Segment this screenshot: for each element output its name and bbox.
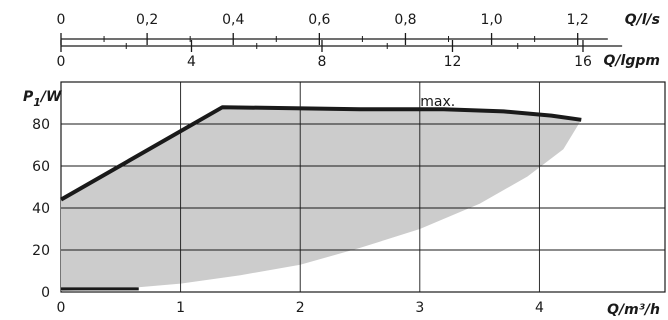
- y-tick-label: 60: [32, 159, 50, 175]
- top-axis-igpm: 0 4 8 12 16: [57, 40, 623, 70]
- top-axis-l-per-s-label: Q/l/s: [625, 12, 660, 28]
- top-axis-igpm-tick-label: 4: [187, 54, 196, 70]
- max-curve-label: max.: [420, 94, 455, 110]
- top-axis-l-per-s-tick-label: 0: [57, 12, 66, 28]
- gridlines: [61, 82, 665, 292]
- x-axis-label: Q/m³/h: [607, 302, 660, 318]
- top-axis-l-per-s: 0 0,2 0,4 0,6 0,8 1,0 1,2: [57, 12, 608, 45]
- y-axis-label-main: P: [23, 89, 34, 105]
- annotations: max.: [420, 94, 455, 110]
- top-axis-igpm-tick-label: 12: [444, 54, 462, 70]
- y-tick-label: 80: [32, 117, 50, 133]
- x-tick-label: 4: [535, 300, 544, 316]
- top-axis-l-per-s-tick-label: 1,0: [480, 12, 502, 28]
- top-axis-l-per-s-tick-label: 0,8: [394, 12, 416, 28]
- operating-area: [61, 107, 582, 291]
- y-axis-label: P1/W: [23, 89, 62, 109]
- top-axis-l-per-s-tick-label: 0,2: [136, 12, 158, 28]
- series-line-max: [60, 105, 582, 202]
- top-axis-l-per-s-tick-label: 0,6: [308, 12, 330, 28]
- top-axis-igpm-label: Q/lgpm: [604, 53, 660, 69]
- top-axis-l-per-s-tick-label: 0,4: [222, 12, 244, 28]
- plot-frame: [60, 81, 666, 293]
- x-tick-label: 1: [176, 300, 185, 316]
- x-tick-label: 0: [57, 300, 66, 316]
- y-tick-label: 20: [32, 243, 50, 259]
- x-tick-label: 2: [296, 300, 305, 316]
- y-axis-label-sub: 1: [33, 96, 41, 109]
- top-axis-igpm-tick-label: 8: [318, 54, 327, 70]
- top-axis-l-per-s-tick-label: 1,2: [567, 12, 589, 28]
- x-axis-ticks: 0 1 2 3 4: [57, 300, 544, 316]
- x-tick-label: 3: [415, 300, 424, 316]
- y-axis-ticks: 0 20 40 60 80: [32, 117, 50, 301]
- y-axis-label-unit: /W: [39, 89, 62, 105]
- top-axis-igpm-tick-label: 16: [574, 54, 592, 70]
- y-tick-label: 0: [41, 285, 50, 301]
- series-layer: [60, 105, 582, 291]
- top-axis-igpm-tick-label: 0: [57, 54, 66, 70]
- y-tick-label: 40: [32, 201, 50, 217]
